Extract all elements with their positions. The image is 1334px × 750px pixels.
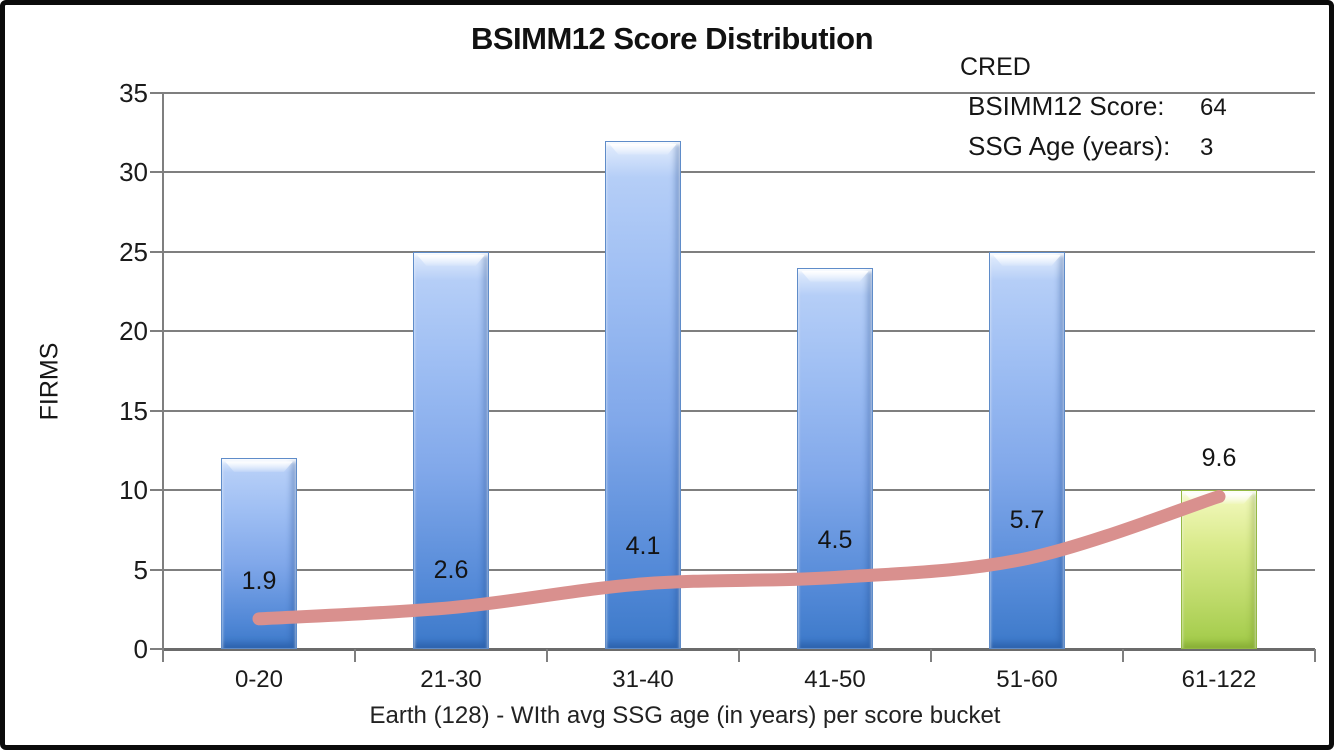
info-row-score: BSIMM12 Score: 64 [958,91,1288,122]
ssg-age-value: 3 [1200,134,1214,161]
info-panel-heading: CRED [960,53,1031,81]
gridline [163,250,1315,253]
line-point-label: 1.9 [241,566,277,595]
gridline [163,409,1315,412]
x-tick-label: 0-20 [234,666,284,693]
x-axis-tick [738,649,740,662]
y-tick-label: 30 [119,157,148,188]
x-axis-tick [354,649,356,662]
line-point-label: 4.1 [625,531,661,560]
chart-title: BSIMM12 Score Distribution [470,21,874,56]
y-tick-label: 35 [119,78,148,108]
line-point-label: 9.6 [1201,444,1237,473]
line-point-label: 5.7 [1009,506,1045,535]
y-axis-title: FIRMS [35,342,64,421]
gridline [163,489,1315,492]
y-axis-tick [150,648,163,650]
y-axis-tick [150,250,163,253]
bar-51-60 [989,251,1065,649]
y-tick-label: 5 [133,554,148,585]
bar-41-50 [797,267,873,649]
bar-21-30 [413,251,489,649]
ssg-age-label: SSG Age (years): [968,131,1171,161]
x-tick-label: 61-122 [1181,666,1257,693]
score-label: BSIMM12 Score: [968,91,1165,121]
x-tick-label: 41-50 [804,666,866,693]
gridline [163,568,1315,571]
x-axis-tick [546,649,548,662]
gridline [163,171,1315,174]
x-axis-tick [1314,649,1316,662]
y-axis-tick [150,92,163,94]
y-axis-tick [150,489,163,492]
y-axis-tick [150,171,163,174]
bar-top-bevel [225,461,293,473]
bar-31-40 [605,140,681,649]
gridline [163,92,1315,94]
line-point-label: 2.6 [433,555,469,584]
y-axis-tick [150,568,163,571]
gridline [163,330,1315,333]
info-row-ssg-age: SSG Age (years): 3 [958,131,1288,162]
bar-top-bevel [417,254,485,266]
y-axis-tick [150,330,163,333]
info-panel: CRED BSIMM12 Score: 64 SSG Age (years): … [958,53,1288,162]
y-tick-label: 15 [119,395,148,426]
ssg-age-line-series [252,490,1226,626]
x-axis-tick [1122,649,1124,662]
y-tick-label: 10 [119,475,148,506]
bar-top-bevel [993,254,1061,266]
line-point-label: 4.5 [817,525,853,554]
y-tick-label: 0 [133,634,148,664]
y-tick-label: 25 [119,236,148,267]
x-axis-tick [162,649,164,662]
y-axis-tick [150,409,163,412]
x-axis-tick [930,649,932,662]
x-axis-caption: Earth (128) - WIth avg SSG age (in years… [369,702,1001,729]
y-tick-label: 20 [119,316,148,347]
ssg-age-line [252,490,1226,626]
y-axis-line [162,93,164,651]
x-tick-label: 31-40 [612,666,674,693]
score-value: 64 [1200,94,1227,121]
bar-top-bevel [609,143,677,155]
bar-top-bevel [801,270,869,282]
x-tick-label: 51-60 [996,666,1058,693]
x-tick-label: 21-30 [420,666,482,693]
